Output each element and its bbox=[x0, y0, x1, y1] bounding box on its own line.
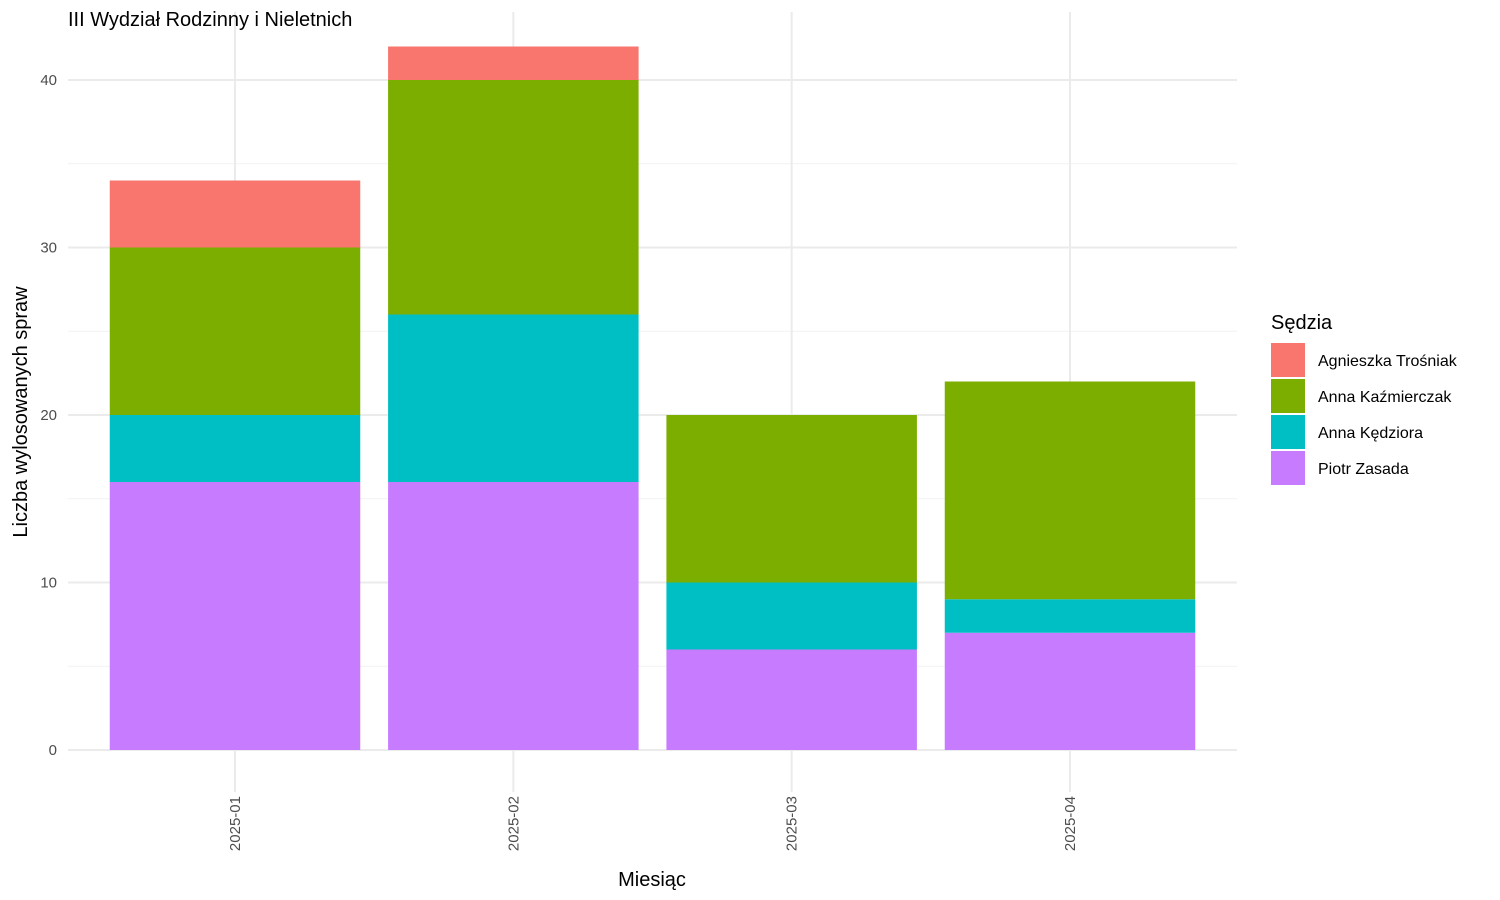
y-tick-label: 0 bbox=[49, 742, 57, 759]
bar-segment bbox=[666, 415, 917, 583]
bars bbox=[109, 46, 1196, 750]
y-axis-title: Liczba wylosowanych spraw bbox=[10, 286, 32, 538]
legend-key bbox=[1271, 415, 1305, 449]
x-tick-label: 2025-04 bbox=[1062, 796, 1079, 851]
legend-label: Piotr Zasada bbox=[1318, 461, 1409, 478]
chart-title: III Wydział Rodzinny i Nieletnich bbox=[68, 9, 352, 31]
x-tick-label: 2025-03 bbox=[784, 796, 801, 851]
bar-segment bbox=[109, 247, 361, 415]
bar-segment bbox=[109, 180, 361, 248]
x-tick-label: 2025-01 bbox=[227, 796, 244, 851]
bar-segment bbox=[666, 649, 917, 750]
y-tick-label: 10 bbox=[40, 575, 57, 592]
legend-label: Anna Kędziora bbox=[1318, 425, 1423, 442]
legend: Sędzia Agnieszka Trośniak Anna Kaźmiercza… bbox=[1271, 312, 1458, 485]
legend-label: Agnieszka Trośniak bbox=[1318, 353, 1458, 370]
y-axis-ticks: 0 10 20 30 40 bbox=[40, 72, 57, 759]
bar-segment bbox=[109, 415, 361, 482]
legend-label: Anna Kaźmierczak bbox=[1318, 389, 1452, 406]
bar-segment bbox=[388, 482, 639, 750]
legend-title: Sędzia bbox=[1271, 312, 1333, 334]
bar-segment bbox=[109, 482, 361, 750]
x-tick-label: 2025-02 bbox=[505, 796, 522, 851]
bar-segment bbox=[388, 314, 639, 482]
bar-segment bbox=[388, 80, 639, 315]
bar-segment bbox=[666, 582, 917, 650]
x-axis-title: Miesiąc bbox=[618, 869, 686, 891]
legend-key bbox=[1271, 379, 1305, 413]
y-tick-label: 30 bbox=[40, 240, 57, 257]
bar-segment bbox=[944, 632, 1196, 750]
bar-segment bbox=[944, 599, 1196, 633]
legend-key bbox=[1271, 451, 1305, 485]
bar-segment bbox=[944, 381, 1196, 600]
y-tick-label: 40 bbox=[40, 72, 57, 89]
x-axis-ticks: 2025-01 2025-02 2025-03 2025-04 bbox=[227, 796, 1079, 851]
legend-key bbox=[1271, 343, 1305, 377]
bar-segment bbox=[388, 46, 639, 80]
y-tick-label: 20 bbox=[40, 407, 57, 424]
